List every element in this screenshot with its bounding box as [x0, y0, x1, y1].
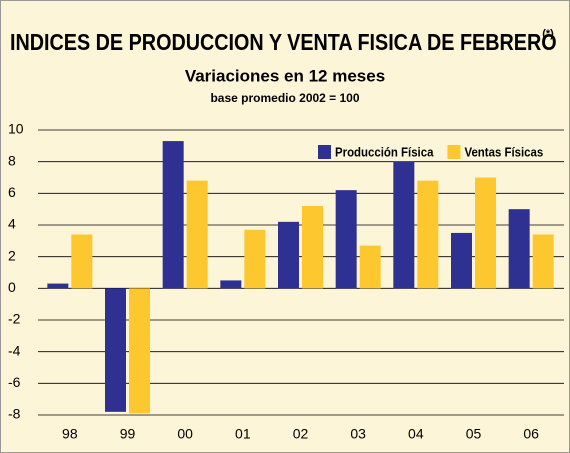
chart-note: base promedio 2002 = 100: [210, 91, 359, 105]
legend-label: Producción Física: [335, 145, 434, 160]
legend-swatch: [447, 145, 461, 159]
chart-title: INDICES DE PRODUCCION Y VENTA FISICA DE …: [10, 30, 557, 56]
y-tick-label: 0: [8, 279, 16, 295]
bar: [393, 161, 415, 289]
legend-label: Ventas Físicas: [464, 145, 543, 160]
x-tick-label: 03: [350, 426, 366, 442]
bar: [71, 234, 93, 289]
bar: [451, 232, 472, 289]
bar: [508, 209, 530, 289]
y-tick-label: 2: [8, 247, 16, 263]
x-tick-label: 00: [177, 426, 193, 442]
bar: [475, 177, 496, 289]
x-tick-label: 01: [235, 426, 251, 442]
y-tick-label: -4: [8, 342, 21, 358]
bar: [278, 221, 299, 289]
y-tick-label: -2: [8, 311, 21, 327]
x-tick-label: 02: [293, 426, 309, 442]
bar: [335, 190, 357, 289]
bar: [129, 288, 150, 414]
bar: [105, 288, 126, 412]
y-tick-label: 4: [8, 216, 16, 232]
y-tick-label: -6: [8, 374, 21, 390]
bar: [417, 180, 439, 289]
y-tick-label: -8: [8, 406, 21, 422]
y-tick-label: 8: [8, 152, 16, 168]
bar: [47, 283, 69, 289]
x-tick-label: 99: [120, 426, 136, 442]
bar: [532, 234, 554, 289]
bar: [359, 245, 381, 289]
bar: [244, 229, 266, 289]
chart-subtitle: Variaciones en 12 meses: [185, 66, 385, 85]
title-superscript: (*): [542, 28, 554, 40]
bar: [220, 280, 242, 289]
bar: [186, 180, 208, 289]
x-tick-label: 98: [62, 426, 78, 442]
legend-swatch: [318, 145, 331, 159]
x-tick-label: 04: [408, 426, 424, 442]
bar: [162, 141, 184, 289]
x-tick-label: 05: [466, 426, 482, 442]
bar: [302, 206, 323, 289]
x-tick-label: 06: [523, 426, 539, 442]
y-tick-label: 6: [8, 184, 16, 200]
y-tick-label: 10: [8, 121, 24, 137]
